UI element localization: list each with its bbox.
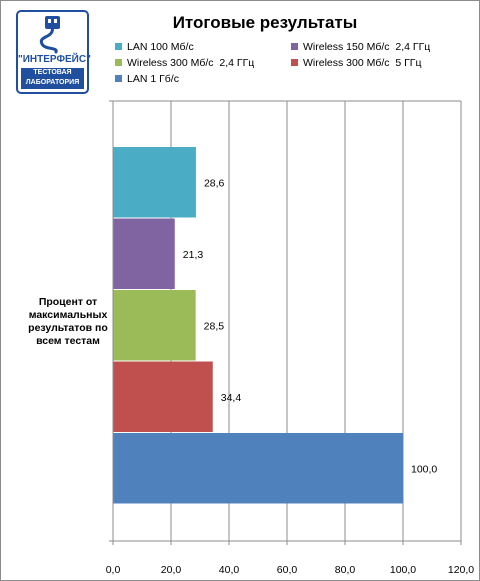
- legend-label: Wireless 150 Мб/с 2,4 ГГц: [303, 40, 431, 53]
- legend-swatch: [291, 59, 298, 66]
- legend-swatch: [291, 43, 298, 50]
- data-label-5: 100,0: [411, 463, 437, 475]
- legend-label: LAN 100 Мб/с: [127, 40, 194, 53]
- category-axis-label: Процент от максимальных результатов по в…: [28, 296, 108, 347]
- legend: LAN 100 Мб/с Wireless 150 Мб/с 2,4 ГГц Wir…: [115, 40, 475, 92]
- logo-band: ТЕСТОВАЯ ЛАБОРАТОРИЯ: [21, 68, 84, 89]
- legend-entry-3: Wireless 300 Мб/с 2,4 ГГц: [115, 56, 254, 69]
- x-tick-label: 80,0: [335, 564, 356, 576]
- data-label-4: 34,4: [221, 392, 242, 404]
- x-tick-label: 60,0: [277, 564, 298, 576]
- legend-entry-1: LAN 100 Мб/с: [115, 40, 194, 53]
- x-tick-label: 0,0: [106, 564, 121, 576]
- logo-figure-icon: [39, 16, 60, 54]
- legend-label: Wireless 300 Мб/с 2,4 ГГц: [127, 56, 255, 69]
- chart-title: Итоговые результаты: [172, 13, 358, 32]
- x-tick-label: 20,0: [161, 564, 182, 576]
- bar-4: [113, 361, 213, 432]
- legend-label: Wireless 300 Мб/с 5 ГГц: [303, 56, 422, 69]
- legend-swatch: [115, 43, 122, 50]
- data-label-3: 28,5: [204, 320, 225, 332]
- logo-line1: ТЕСТОВАЯ: [33, 69, 72, 76]
- legend-swatch: [115, 75, 122, 82]
- legend-label: LAN 1 Гб/с: [127, 72, 179, 85]
- bar-5: [113, 433, 403, 504]
- legend-entry-2: Wireless 150 Мб/с 2,4 ГГц: [291, 40, 430, 53]
- bar-1: [113, 147, 196, 218]
- x-tick-label: 40,0: [219, 564, 240, 576]
- legend-entry-5: LAN 1 Гб/с: [115, 72, 179, 85]
- bar-2: [113, 218, 175, 289]
- bar-3: [113, 290, 196, 361]
- data-label-2: 21,3: [183, 249, 204, 261]
- logo-line2: ЛАБОРАТОРИЯ: [25, 79, 80, 86]
- x-tick-label: 120,0: [448, 564, 474, 576]
- legend-swatch: [115, 59, 122, 66]
- data-label-1: 28,6: [204, 177, 225, 189]
- legend-entry-4: Wireless 300 Мб/с 5 ГГц: [291, 56, 422, 69]
- logo: "ИНТЕРФЕЙС" ТЕСТОВАЯ ЛАБОРАТОРИЯ: [16, 10, 91, 94]
- x-tick-label: 100,0: [390, 564, 416, 576]
- logo-brand: "ИНТЕРФЕЙС": [18, 54, 91, 65]
